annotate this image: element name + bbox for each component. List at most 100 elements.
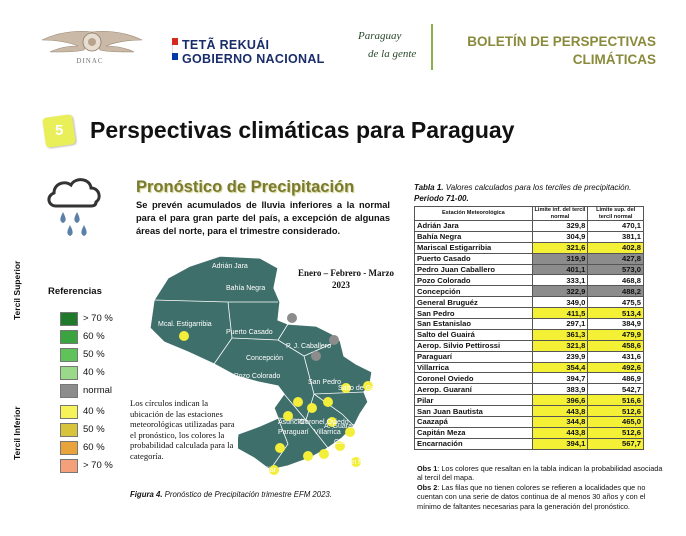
gov-title-line1: TETÃ REKUÁI [182,38,270,52]
map-place-label: Salto de Guairá [338,385,387,392]
station-cell: General Bruguéz [414,296,533,309]
high-limit-cell: 492,6 [587,361,644,374]
station-cell: San Estanislao [414,318,533,330]
high-limit-cell: 573,0 [587,263,644,276]
table-row: Villarrica 354,4 492,6 [414,361,644,374]
high-limit-cell: 488,2 [587,285,644,298]
station-cell: Pedro Juan Caballero [414,263,533,276]
low-limit-cell: 321,8 [531,339,589,352]
table-header-station: Estación Meteorológica [414,206,533,221]
low-limit-cell: 383,9 [531,383,589,396]
upper-tercile-label: Tercil Superior [12,260,22,320]
low-limit-cell: 239,9 [531,350,589,363]
legend-label: normal [83,385,113,396]
paraguay-flag-icon [172,38,178,60]
station-cell: Pilar [414,394,533,407]
station-cell: Concepción [414,285,533,298]
table-row: Encarnación 394,1 567,7 [414,437,644,450]
map-place-label: Pozo Colorado [234,373,280,380]
legend-swatch [60,441,78,455]
map-place-label: Asunción [278,419,307,426]
station-marker [345,427,355,437]
high-limit-cell: 567,7 [587,437,644,450]
map-place-label: Mcal. Estigarribia [158,321,212,328]
low-limit-cell: 304,9 [531,230,589,243]
section-title: Perspectivas climáticas para Paraguay [90,117,515,143]
bulletin-title-line1: BOLETÍN DE PERSPECTIVAS [467,34,656,49]
station-cell: Pozo Colorado [414,274,533,287]
station-cell: Encarnación [414,437,533,450]
station-marker [363,381,373,391]
low-limit-cell: 401,1 [531,263,589,276]
figure-caption-label: Figura 4. [130,490,163,499]
station-marker [329,335,339,345]
lower-tercile-label: Tercil Inferior [12,406,22,460]
table-row: Bahía Negra 304,9 381,1 [414,230,644,243]
map-place-label: P. J. Caballero [286,343,331,350]
paraguay-slogan-line2: de la gente [368,48,417,60]
low-limit-cell: 321,6 [531,241,589,254]
gov-title-line2: GOBIERNO NACIONAL [182,52,325,66]
map-place-label: Caazapá [334,439,362,446]
low-limit-cell: 344,8 [531,416,589,428]
high-limit-cell: 542,7 [587,383,644,396]
high-limit-cell: 402,8 [587,241,644,254]
low-limit-cell: 443,8 [531,405,589,418]
low-limit-cell: 333,1 [531,274,589,287]
high-limit-cell: 427,8 [587,252,644,265]
table-row: San Pedro 411,5 513,4 [414,307,644,320]
station-marker [293,397,303,407]
forecast-paragraph: Se prevén acumulados de lluvia inferiore… [136,200,390,236]
table-row: Salto del Guairá 361,3 479,9 [414,328,644,341]
dinac-label: DINAC [76,57,104,65]
station-marker [311,351,321,361]
legend-label: > 70 % [83,313,113,324]
section-number: 5 [55,122,64,139]
station-cell: Salto del Guairá [414,328,533,341]
table-note-1-text: : Los colores que resaltan en la tabla i… [417,464,663,483]
table-header-low: Limite inf. del tercil normal [531,206,589,221]
map-place-label: Encarnación [312,461,351,468]
table-row: Pedro Juan Caballero 401,1 573,0 [414,263,644,276]
high-limit-cell: 465,0 [587,416,644,428]
high-limit-cell: 486,9 [587,372,644,385]
station-marker [341,383,351,393]
table-row: San Juan Bautista 443,8 512,6 [414,405,644,418]
station-marker [335,441,345,451]
high-limit-cell: 479,9 [587,328,644,341]
high-limit-cell: 470,1 [587,220,644,232]
high-limit-cell: 458,6 [587,339,644,352]
low-limit-cell: 297,1 [531,318,589,330]
station-cell: Caazapá [414,416,533,428]
station-marker [269,465,279,475]
bulletin-title-line2: CLIMÁTICAS [572,52,656,67]
station-cell: Adrián Jara [414,220,533,232]
low-limit-cell: 411,5 [531,307,589,320]
table-row: General Bruguéz 349,0 475,5 [414,296,644,309]
tercile-table: Estación Meteorológica Limite inf. del t… [414,206,644,450]
station-marker [327,417,337,427]
table-row: Mariscal Estigarribia 321,6 402,8 [414,241,644,254]
station-cell: Paraguarí [414,350,533,363]
map-place-label: Puerto Casado [226,329,273,336]
station-marker [287,313,297,323]
station-cell: Villarrica [414,361,533,374]
legend-swatch [60,366,78,380]
low-limit-cell: 443,8 [531,426,589,439]
map-place-label: A. Guaraní [324,423,358,430]
references-title: Referencias [48,286,102,297]
high-limit-cell: 468,8 [587,274,644,287]
low-limit-cell: 394,7 [531,372,589,385]
station-cell: Coronel Oviedo [414,372,533,385]
map-place-label: San Pedro [308,379,341,386]
legend-label: 40 % [83,367,105,378]
table-note-2-label: Obs 2 [417,483,438,492]
table-row: Puerto Casado 319,9 427,8 [414,252,644,265]
station-markers [179,313,373,475]
station-marker [351,457,361,467]
station-cell: Bahía Negra [414,230,533,243]
station-marker [275,443,285,453]
table-note-1: Obs 1: Los colores que resaltan en la ta… [417,464,663,483]
figure-caption-text: Pronóstico de Precipitación trimestre EF… [162,490,332,499]
low-limit-cell: 394,1 [531,437,589,450]
